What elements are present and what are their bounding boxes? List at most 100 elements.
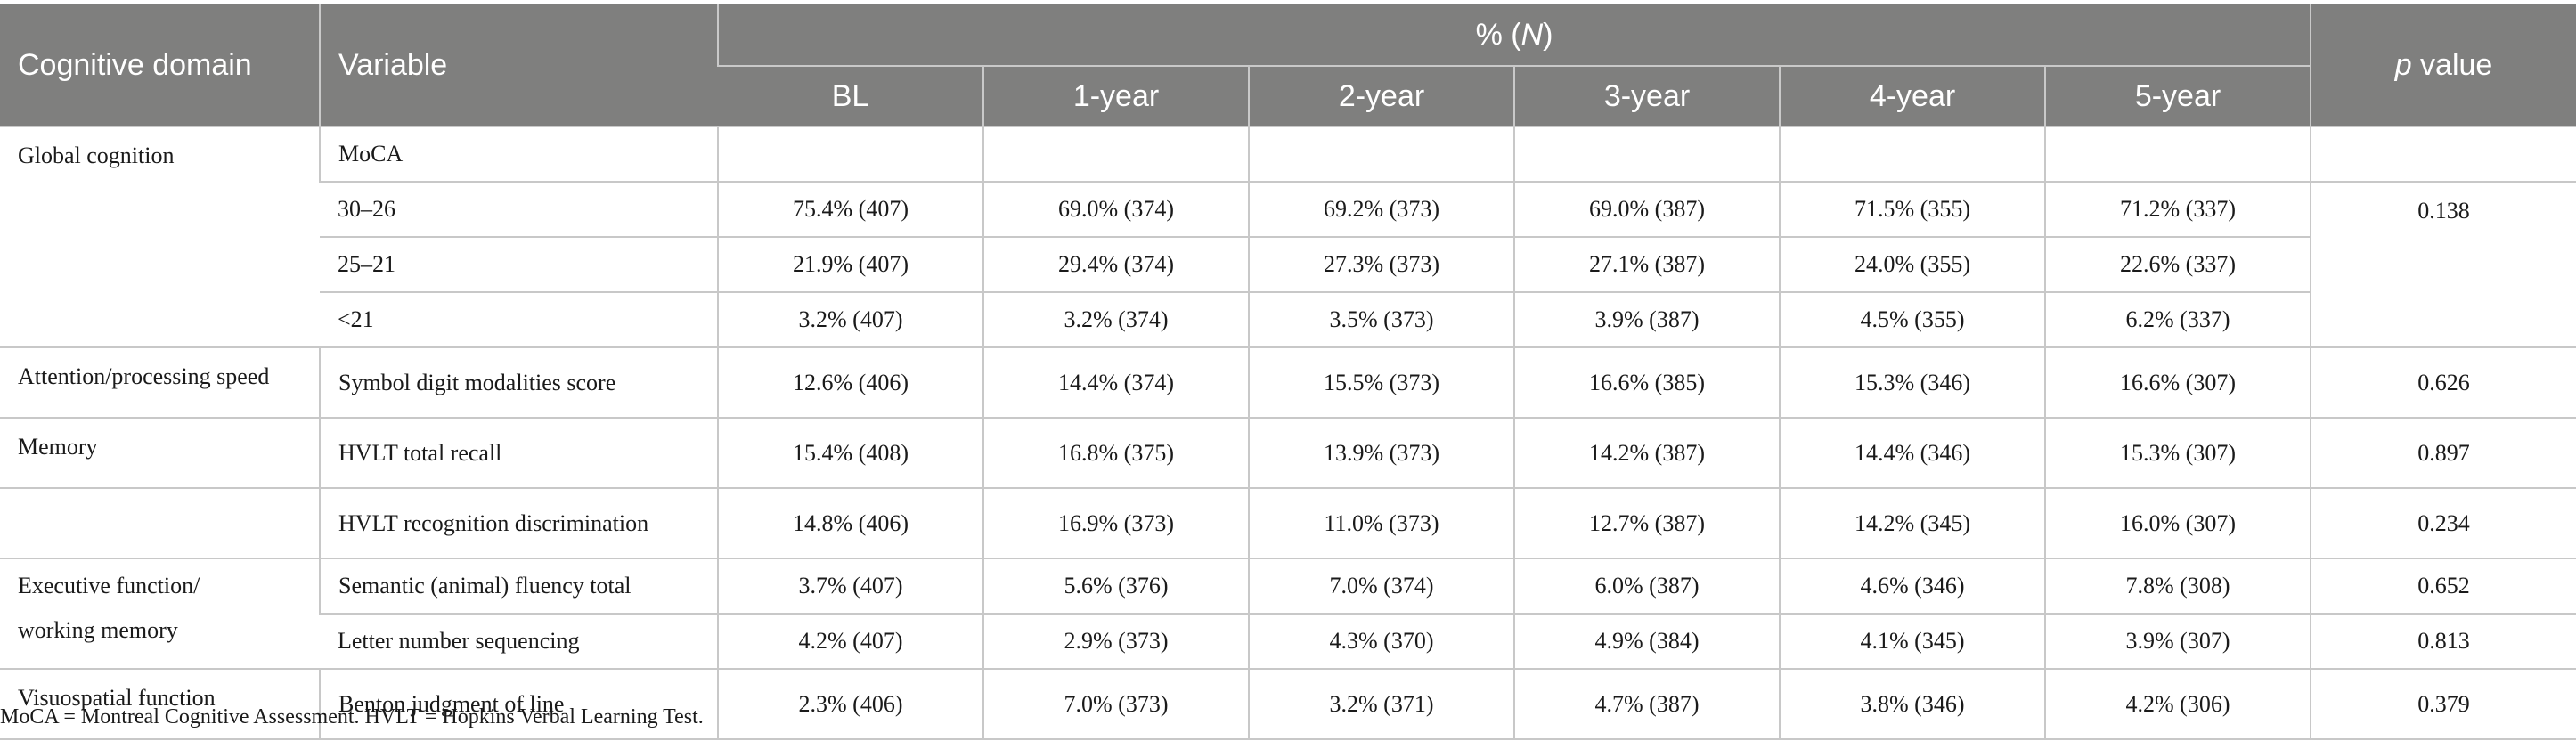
- variable-cell: Symbol digit modalities score: [319, 347, 718, 419]
- header-p-rest: value: [2411, 47, 2493, 82]
- value-cell: 71.5% (355): [1779, 182, 2045, 238]
- domain-cell: Global cognition: [0, 126, 320, 348]
- value-cell: [2043, 126, 2311, 183]
- value-cell: 16.9% (373): [982, 488, 1249, 559]
- p-value-cell: [2310, 126, 2576, 183]
- table-row: HVLT recognition discrimination 14.8% (4…: [0, 488, 2576, 559]
- table-row: <21 3.2% (407) 3.2% (374) 3.5% (373) 3.9…: [0, 292, 2576, 348]
- header-percent-prefix: % (: [1475, 17, 1521, 52]
- variable-cell: HVLT recognition discrimination: [319, 488, 718, 559]
- p-value-cell: 0.138: [2310, 182, 2576, 348]
- table-row: Executive function/working memory Semant…: [0, 558, 2576, 670]
- value-cell: [982, 126, 1249, 183]
- p-value-cell: 0.897: [2310, 418, 2576, 489]
- value-cell: 4.5% (355): [1779, 292, 2045, 348]
- value-cell: 3.9% (307): [2043, 614, 2311, 670]
- value-cell: 5.6% (376): [982, 558, 1249, 615]
- variable-cell: Benton judgment of line: [319, 669, 718, 740]
- cognitive-results-table: Cognitive domain Variable % (N) p value …: [0, 4, 2576, 740]
- domain-cell: Visuospatial function: [0, 669, 320, 740]
- value-cell: 12.7% (387): [1513, 488, 1780, 559]
- value-cell: 69.0% (387): [1513, 182, 1780, 238]
- value-cell: 22.6% (337): [2043, 237, 2311, 293]
- p-value-cell: 0.652: [2310, 558, 2576, 615]
- value-cell: 29.4% (374): [982, 237, 1249, 293]
- p-value-cell: 0.234: [2310, 488, 2576, 559]
- value-cell: 21.9% (407): [717, 237, 983, 293]
- header-year-1: 1-year: [982, 66, 1249, 127]
- table-row: 30–26 75.4% (407) 69.0% (374) 69.2% (373…: [0, 182, 2576, 348]
- results-table-container: Cognitive domain Variable % (N) p value …: [0, 4, 2576, 740]
- header-n-italic: N: [1520, 17, 1544, 52]
- value-cell: 3.2% (371): [1248, 669, 1514, 740]
- table-row: Memory HVLT total recall 15.4% (408) 16.…: [0, 418, 2576, 489]
- table-footnote: MoCA = Montreal Cognitive Assessment. HV…: [0, 705, 704, 729]
- variable-cell: 25–21: [320, 237, 718, 293]
- variable-cell: Letter number sequencing: [320, 614, 718, 670]
- p-value-cell: 0.379: [2310, 669, 2576, 740]
- value-cell: 16.8% (375): [982, 418, 1249, 489]
- domain-cell: [0, 488, 320, 559]
- domain-cell: Memory: [0, 418, 320, 489]
- variable-cell: Semantic (animal) fluency total: [319, 558, 718, 615]
- value-cell: 71.2% (337): [2043, 182, 2311, 238]
- value-cell: 7.0% (373): [982, 669, 1249, 740]
- header-p-value: p value: [2310, 4, 2576, 127]
- p-value-cell: 0.813: [2310, 614, 2576, 670]
- value-cell: 6.2% (337): [2043, 292, 2311, 348]
- value-cell: 13.9% (373): [1248, 418, 1514, 489]
- header-year-3: 3-year: [1513, 66, 1780, 127]
- value-cell: 7.8% (308): [2043, 558, 2311, 615]
- table-row: Visuospatial function Benton judgment of…: [0, 669, 2576, 740]
- value-cell: 6.0% (387): [1513, 558, 1780, 615]
- value-cell: 14.2% (387): [1513, 418, 1780, 489]
- value-cell: 27.1% (387): [1513, 237, 1780, 293]
- domain-cell: Executive function/working memory: [0, 558, 320, 670]
- table-row: Global cognition MoCA: [0, 126, 2576, 348]
- header-variable: Variable: [319, 4, 718, 127]
- value-cell: 4.3% (370): [1248, 614, 1514, 670]
- domain-line-2: working memory: [18, 617, 178, 643]
- value-cell: 14.4% (346): [1779, 418, 2045, 489]
- table-body: Global cognition MoCA 30–26 75.4% (407) …: [0, 126, 2576, 740]
- variable-cell: MoCA: [319, 126, 718, 183]
- value-cell: 4.6% (346): [1779, 558, 2045, 615]
- value-cell: 14.8% (406): [717, 488, 983, 559]
- value-cell: 15.3% (307): [2043, 418, 2311, 489]
- value-cell: 15.5% (373): [1248, 347, 1514, 419]
- value-cell: 69.2% (373): [1248, 182, 1514, 238]
- value-cell: [1248, 126, 1514, 183]
- header-percent-n: % (N): [716, 4, 2311, 67]
- header-year-5: 5-year: [2043, 66, 2311, 127]
- value-cell: 4.2% (407): [717, 614, 983, 670]
- value-cell: 14.2% (345): [1779, 488, 2045, 559]
- value-cell: 3.7% (407): [717, 558, 983, 615]
- value-cell: 7.0% (374): [1248, 558, 1514, 615]
- header-percent-suffix: ): [1543, 17, 1553, 52]
- value-cell: 2.9% (373): [982, 614, 1249, 670]
- value-cell: 15.4% (408): [717, 418, 983, 489]
- header-year-bl: BL: [718, 66, 983, 127]
- value-cell: 12.6% (406): [717, 347, 983, 419]
- value-cell: 4.9% (384): [1513, 614, 1780, 670]
- table-row: 25–21 21.9% (407) 29.4% (374) 27.3% (373…: [0, 237, 2576, 293]
- value-cell: 24.0% (355): [1779, 237, 2045, 293]
- domain-line-1: Executive function/: [18, 573, 200, 598]
- table-row: Letter number sequencing 4.2% (407) 2.9%…: [0, 614, 2576, 670]
- value-cell: 14.4% (374): [982, 347, 1249, 419]
- header-cognitive-domain: Cognitive domain: [0, 4, 320, 127]
- value-cell: 3.5% (373): [1248, 292, 1514, 348]
- value-cell: [1779, 126, 2045, 183]
- value-cell: 4.2% (306): [2043, 669, 2311, 740]
- value-cell: 3.8% (346): [1779, 669, 2045, 740]
- value-cell: 3.9% (387): [1513, 292, 1780, 348]
- variable-cell: HVLT total recall: [319, 418, 718, 489]
- value-cell: [717, 126, 983, 183]
- value-cell: 4.7% (387): [1513, 669, 1780, 740]
- p-value-cell: 0.626: [2310, 347, 2576, 419]
- value-cell: 11.0% (373): [1248, 488, 1514, 559]
- value-cell: [1513, 126, 1780, 183]
- variable-cell: 30–26: [320, 182, 718, 238]
- value-cell: 27.3% (373): [1248, 237, 1514, 293]
- value-cell: 15.3% (346): [1779, 347, 2045, 419]
